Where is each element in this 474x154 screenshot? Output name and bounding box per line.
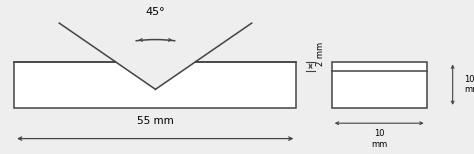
Text: 55 mm: 55 mm	[137, 116, 173, 126]
Polygon shape	[115, 62, 196, 89]
Bar	[14, 62, 296, 108]
Text: 2 mm: 2 mm	[317, 42, 325, 66]
Text: 10
mm: 10 mm	[371, 129, 387, 149]
Text: 10
mm: 10 mm	[465, 75, 474, 94]
Bar	[332, 62, 427, 108]
Text: 45°: 45°	[146, 7, 165, 17]
